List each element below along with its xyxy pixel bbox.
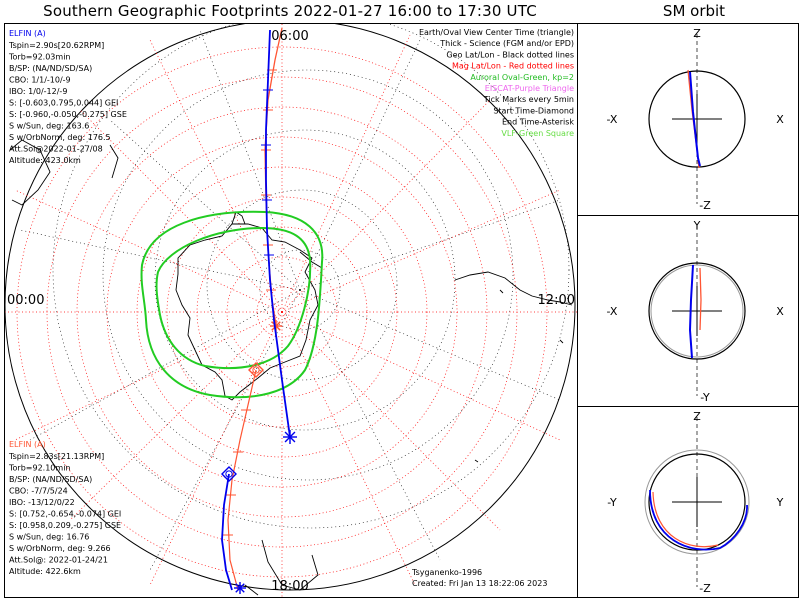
- legend-entry: Thick - Science (FGM and/or EPD): [439, 39, 574, 48]
- legend-entry: Earth/Oval View Center Time (triangle): [419, 28, 574, 37]
- orbit-axis-label-left: -X: [607, 305, 618, 318]
- hour-label-right: 12:00: [538, 293, 575, 308]
- orbit-frame: [577, 23, 799, 598]
- probe-info-line: S w/Sun, deg: 16.76: [9, 533, 89, 542]
- probe-info-line: S: [0.752,-0.654,-0.074] GEI: [9, 510, 121, 519]
- orbit-axis-label-left: -Y: [607, 496, 617, 509]
- probe-a-end-marker: [283, 430, 297, 444]
- australia-coast: [9, 139, 51, 206]
- orbit-axis-label-left: -X: [607, 113, 618, 126]
- orbit-trace-a: [649, 489, 748, 551]
- orbit-axis-label-right: X: [776, 113, 784, 126]
- probe-info-line: Tspin=2.90s[20.62RPM]: [8, 41, 104, 50]
- mag-grid: [5, 24, 577, 597]
- probe-a-track-upper: [265, 29, 291, 438]
- orbit-trace-a: [688, 264, 694, 359]
- probe-a-start-marker: [221, 466, 237, 482]
- legend-entry: Auroral Oval-Green, kp=2: [470, 73, 574, 82]
- orbit-circle: [644, 449, 750, 555]
- orbit-axis-label-right: X: [776, 305, 784, 318]
- probe-b-track-lower: [227, 369, 257, 591]
- orbit-axis-label-bottom: -Z: [699, 582, 711, 595]
- probe-info-line: CBO: -7/7/5/24: [9, 487, 68, 496]
- legend-entry: Start Time-Diamond: [493, 106, 574, 115]
- auroral-ovals: [140, 210, 324, 399]
- orbit-circle: [650, 264, 744, 358]
- probe-a-track-lower: [221, 473, 233, 591]
- orbit-trace-b: [699, 267, 702, 331]
- probe-info-line: Altitude: 422.6km: [9, 567, 81, 576]
- weddell-coast: [231, 211, 246, 225]
- probe-a-info: ELFIN (A) Tspin=2.90s[20.62RPM] Torb=92.03…: [8, 29, 127, 165]
- probe-info-line: B/SP: (NA/ND/SD/SA): [9, 64, 92, 73]
- orbit-axis-label-bottom: -Y: [700, 391, 710, 404]
- probe-info-line: IBO: 1/0/-12/-9: [9, 87, 67, 96]
- nz-coast: [109, 144, 119, 179]
- africa-coast-2: [244, 584, 259, 596]
- orbit-title: SM orbit: [662, 2, 726, 20]
- probe-info-line: S w/Sun, deg: 163.6: [9, 122, 89, 131]
- legend-entry: Tick Marks every 5min: [483, 95, 574, 104]
- auroral-oval-outer: [140, 210, 324, 399]
- orbit-axis-label-right: Y: [776, 496, 784, 509]
- antarctica-coast: [175, 223, 319, 401]
- auroral-oval-inner: [155, 226, 312, 370]
- probe-info-line: Torb=92.03min: [8, 53, 70, 62]
- orbit-axis-label-top: Y: [693, 219, 701, 232]
- probe-info-line: IBO: -13/12/0/22: [9, 498, 75, 507]
- probe-info-line: Tspin=2.83s[21.13RPM]: [8, 452, 104, 461]
- orbit-panel-2: Y -Y -X X: [607, 219, 785, 404]
- islands: [474, 289, 564, 463]
- probe-info-line: Att.Sol@2022-01-27/08: [9, 145, 103, 154]
- south-america-coast: [454, 271, 573, 306]
- probe-info-line: S w/OrbNorm, deg: 176.5: [9, 133, 111, 142]
- probe-a-bottom-marker: [234, 582, 246, 594]
- legend-entry: End Time-Asterisk: [502, 118, 574, 127]
- probe-info-line: B/SP: (NA/ND/SD/SA): [9, 475, 92, 484]
- created-label: Created: Fri Jan 13 18:22:06 2023: [412, 579, 547, 588]
- probe-name: ELFIN (A): [9, 29, 46, 38]
- probe-info-line: S w/OrbNorm, deg: 9.266: [9, 544, 111, 553]
- orbit-trace-a: [689, 71, 701, 167]
- legend-entry: Mag Lat/Lon - Red dotted lines: [452, 62, 574, 71]
- globe-outline: [5, 24, 576, 591]
- probe-info-line: S: [-0.960,-0.050,-0.275] GSE: [9, 110, 127, 119]
- orbit-panel-3: Z -Z -Y Y: [607, 410, 783, 595]
- probe-info-line: Att.Sol@: 2022-01-24/21: [9, 556, 108, 565]
- probe-name: ELFIN (A): [9, 440, 46, 449]
- orbit-axis-label-top: Z: [693, 27, 701, 40]
- legend-entry: VLF-Green Square: [501, 129, 574, 138]
- orbit-trace-b: [652, 491, 719, 548]
- probe-info-line: Torb=92.10min: [8, 464, 70, 473]
- legend-entry: EISCAT-Purple Triangle: [485, 84, 574, 93]
- africa-coast: [261, 539, 319, 591]
- ross-shelf: [299, 251, 323, 269]
- probe-info-line: CBO: 1/1/-10/-9: [9, 76, 71, 85]
- coastlines: [9, 139, 573, 596]
- model-label: Tsyganenko-1996: [411, 568, 482, 577]
- orbit-panel-1: Z -Z -X X: [607, 27, 785, 212]
- legend-entry: Geo Lat/Lon - Black dotted lines: [446, 50, 574, 59]
- satellite-tracks: [221, 27, 703, 594]
- probe-b-info: ELFIN (A) Tspin=2.83s[21.13RPM] Torb=92.10…: [8, 440, 121, 576]
- probe-b-start-marker-inner: [252, 366, 260, 374]
- hour-label-top: 06:00: [271, 29, 308, 44]
- probe-info-line: Altitude: 423.0km: [9, 156, 81, 165]
- probe-b-start-marker: [248, 362, 264, 378]
- probe-info-line: S: [-0.603,0.795,0.044] GEI: [9, 99, 118, 108]
- hour-label-bottom: 18:00: [271, 579, 308, 594]
- legend: Earth/Oval View Center Time (triangle) Th…: [419, 28, 574, 138]
- orbit-panels: Z -Z -X X Y -Y -X X Z -Z -Y Y: [607, 27, 785, 595]
- hour-label-left: 00:00: [7, 293, 44, 308]
- orbit-asterisk-a: [695, 280, 703, 288]
- probe-info-line: S: [0.958,0.209,-0.275] GSE: [9, 521, 121, 530]
- map-title: Southern Geographic Footprints 2022-01-2…: [43, 2, 537, 20]
- probe-a-start-marker-inner: [225, 470, 233, 478]
- orbit-axis-label-top: Z: [693, 410, 701, 423]
- orbit-axis-label-bottom: -Z: [699, 199, 711, 212]
